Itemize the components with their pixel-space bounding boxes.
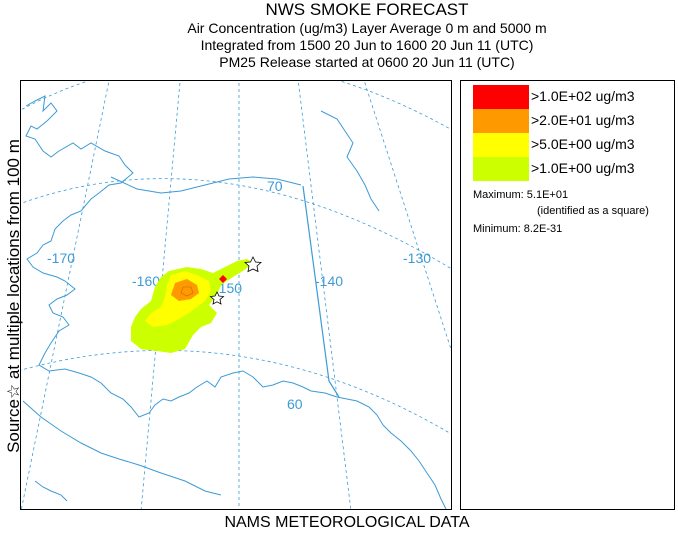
coastline-aleutian <box>34 480 68 502</box>
meridian-170 <box>21 81 110 509</box>
subtitle-release: PM25 Release started at 0600 20 Jun 11 (… <box>219 54 515 70</box>
grid-labels: -170 -160 -150 -140 -130 70 60 <box>47 178 431 412</box>
parallel-60 <box>21 350 451 435</box>
meridian-130 <box>363 81 451 351</box>
star-icon <box>209 291 225 305</box>
coastline-canada <box>320 110 380 212</box>
data-source-footer: NAMS METEOROLOGICAL DATA <box>224 514 470 531</box>
coastline-arctic <box>110 176 302 194</box>
legend-item: >1.0E+00 ug/m3 <box>473 157 663 181</box>
legend-swatch-red <box>473 85 529 109</box>
map-panel: -170 -160 -150 -140 -130 70 60 <box>20 80 452 510</box>
legend-panel: >1.0E+02 ug/m3 >2.0E+01 ug/m3 >5.0E+00 u… <box>460 80 675 510</box>
coastline <box>22 95 447 509</box>
source-markers <box>209 256 262 305</box>
legend-swatch-yellow <box>473 133 529 157</box>
label-lat-70: 70 <box>267 178 283 194</box>
label-lon-160: -160 <box>132 273 160 289</box>
legend-item: >2.0E+01 ug/m3 <box>473 109 663 133</box>
label-lon-170: -170 <box>47 250 75 266</box>
map-svg: -170 -160 -150 -140 -130 70 60 <box>21 81 451 509</box>
meridian-160 <box>140 81 181 509</box>
graticule <box>21 81 451 509</box>
subtitle-concentration: Air Concentration (ug/m3) Layer Average … <box>187 20 547 36</box>
page-title: NWS SMOKE FORECAST <box>265 0 469 19</box>
smoke-plume <box>131 259 253 353</box>
legend-label: >5.0E+00 ug/m3 <box>531 136 635 152</box>
legend-label: >1.0E+00 ug/m3 <box>531 160 635 176</box>
maximum-note: (identified as a square) <box>537 205 649 217</box>
legend-swatch-green <box>473 157 529 181</box>
legend-label: >2.0E+01 ug/m3 <box>531 112 635 128</box>
plume-hotspot <box>219 275 227 283</box>
legend-swatch-orange <box>473 109 529 133</box>
parallel-70 <box>21 178 451 270</box>
star-icon <box>244 256 262 273</box>
minimum-value: Minimum: 8.2E-31 <box>473 223 563 235</box>
maximum-value: Maximum: 5.1E+01 <box>473 189 569 201</box>
label-lat-60: 60 <box>287 396 303 412</box>
legend-item: >5.0E+00 ug/m3 <box>473 133 663 157</box>
legend-label: >1.0E+02 ug/m3 <box>531 88 635 104</box>
subtitle-integration: Integrated from 1500 20 Jun to 1600 20 J… <box>200 37 534 53</box>
coastline-mainland <box>25 95 447 509</box>
parallel-80 <box>21 81 451 130</box>
coastline-peninsula <box>22 400 222 496</box>
plume-core <box>180 286 194 297</box>
label-lon-130: -130 <box>403 250 431 266</box>
border-line <box>302 185 340 398</box>
label-lon-140: -140 <box>315 273 343 289</box>
meridian-140 <box>297 81 352 509</box>
legend-item: >1.0E+02 ug/m3 <box>473 85 663 109</box>
